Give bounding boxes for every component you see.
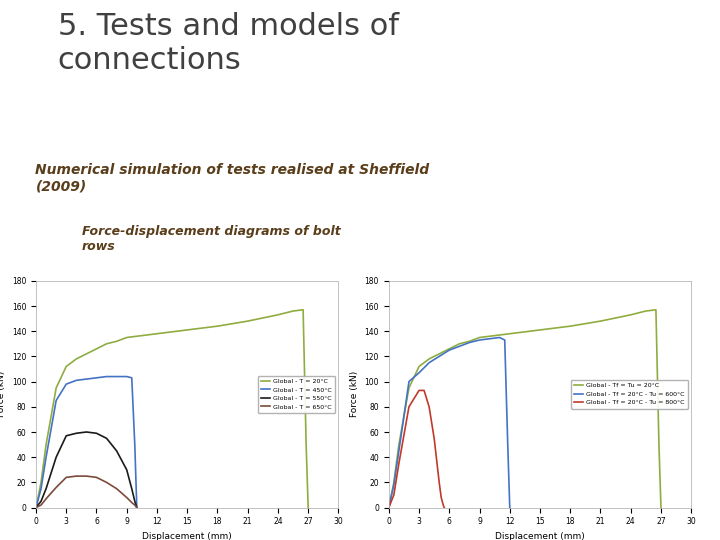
Text: Numerical simulation of tests realised at Sheffield
(2009): Numerical simulation of tests realised a… <box>35 163 430 193</box>
Legend: Global - T = 20°C, Global - T = 450°C, Global - T = 550°C, Global - T = 650°C: Global - T = 20°C, Global - T = 450°C, G… <box>258 376 336 413</box>
Text: 102: 102 <box>4 153 28 163</box>
Text: Force-displacement diagrams of bolt
rows: Force-displacement diagrams of bolt rows <box>82 225 341 253</box>
Text: 5. Tests and models of
connections: 5. Tests and models of connections <box>58 12 399 75</box>
Legend: Global - Tf = Tu = 20°C, Global - Tf = 20°C - Tu = 600°C, Global - Tf = 20°C - T: Global - Tf = Tu = 20°C, Global - Tf = 2… <box>571 380 688 409</box>
X-axis label: Displacement (mm): Displacement (mm) <box>495 532 585 540</box>
X-axis label: Displacement (mm): Displacement (mm) <box>143 532 232 540</box>
Text: Heating Phase: Heating Phase <box>91 281 205 295</box>
Y-axis label: Force (kN): Force (kN) <box>0 371 6 417</box>
Y-axis label: Force (kN): Force (kN) <box>350 371 359 417</box>
Text: Cooling Phase: Cooling Phase <box>417 281 528 295</box>
